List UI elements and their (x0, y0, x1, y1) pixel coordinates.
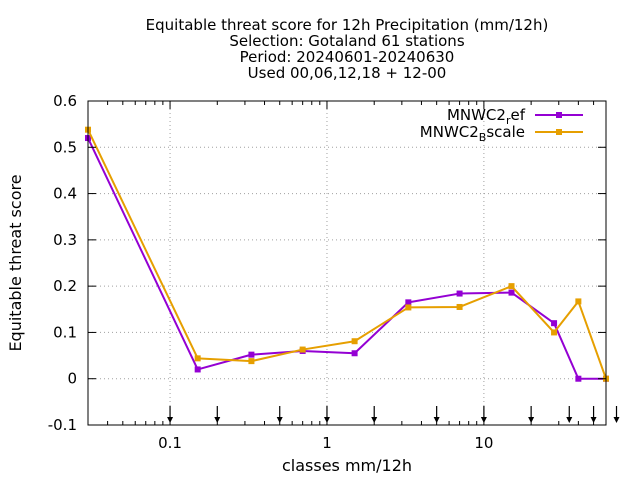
data-point (194, 355, 201, 362)
legend-marker (556, 129, 562, 135)
legend-label-tail: scale (486, 123, 525, 141)
y-tick-label: 0.1 (53, 323, 77, 341)
chart-title-line: Period: 20240601-20240630 (240, 48, 455, 66)
x-tick-label: 1 (322, 434, 332, 452)
chart-title-line: Used 00,06,12,18 + 12-00 (248, 64, 447, 82)
data-point (405, 299, 412, 306)
legend-label: MNWC2Bscale (420, 123, 525, 144)
data-point (405, 304, 412, 311)
data-point (248, 358, 255, 365)
data-point (508, 283, 515, 290)
y-axis-ticks: -0.1 0 0.1 0.2 0.3 0.4 0.5 0.6 (48, 92, 606, 434)
threshold-arrow-head (590, 417, 597, 423)
data-point (575, 375, 582, 382)
legend-label-main: MNWC2 (420, 123, 479, 141)
threshold-arrow-head (214, 417, 221, 423)
legend-marker (556, 112, 562, 118)
x-tick-label: 0.1 (158, 434, 182, 452)
legend-label-main: MNWC2 (447, 106, 506, 124)
legend-label-subscript: B (479, 131, 487, 144)
y-tick-label: 0.6 (53, 92, 77, 110)
threshold-arrow-head (566, 417, 573, 423)
chart-title-line: Equitable threat score for 12h Precipita… (146, 16, 549, 34)
y-tick-label: 0.5 (53, 138, 77, 156)
threshold-arrows (167, 406, 620, 423)
data-point (575, 298, 582, 305)
threshold-arrow-head (276, 417, 283, 423)
grid (88, 100, 606, 426)
data-point (456, 290, 463, 297)
threshold-arrow-head (613, 417, 620, 423)
data-point (351, 350, 358, 357)
legend-label: MNWC2ref (447, 106, 526, 127)
series-plot (85, 126, 609, 382)
data-point (551, 320, 558, 327)
data-point (508, 289, 515, 296)
y-tick-label: 0.4 (53, 185, 77, 203)
x-axis-label: classes mm/12h (282, 456, 412, 475)
plot-frame (87, 100, 607, 426)
chart-title-line: Selection: Gotaland 61 stations (229, 32, 464, 50)
threshold-arrow-head (528, 417, 535, 423)
data-point (456, 303, 463, 310)
y-tick-label: 0.2 (53, 277, 77, 295)
threshold-arrow-head (371, 417, 378, 423)
y-tick-label: 0 (67, 370, 77, 388)
legend-label-tail: ef (510, 106, 525, 124)
y-axis-label: Equitable threat score (6, 174, 25, 351)
data-point (351, 338, 358, 345)
series-line (87, 129, 607, 380)
x-axis-ticks: 0.1 1 10 (87, 101, 607, 452)
y-tick-label: 0.3 (53, 231, 77, 249)
threshold-arrow-head (433, 417, 440, 423)
data-point (194, 366, 201, 373)
x-tick-label: 10 (474, 434, 493, 452)
data-point (248, 351, 255, 358)
data-point (299, 346, 306, 353)
data-point (551, 329, 558, 336)
y-tick-label: -0.1 (48, 416, 77, 434)
chart-title: Equitable threat score for 12h Precipita… (146, 16, 549, 82)
legend-label-subscript: r (506, 114, 511, 127)
